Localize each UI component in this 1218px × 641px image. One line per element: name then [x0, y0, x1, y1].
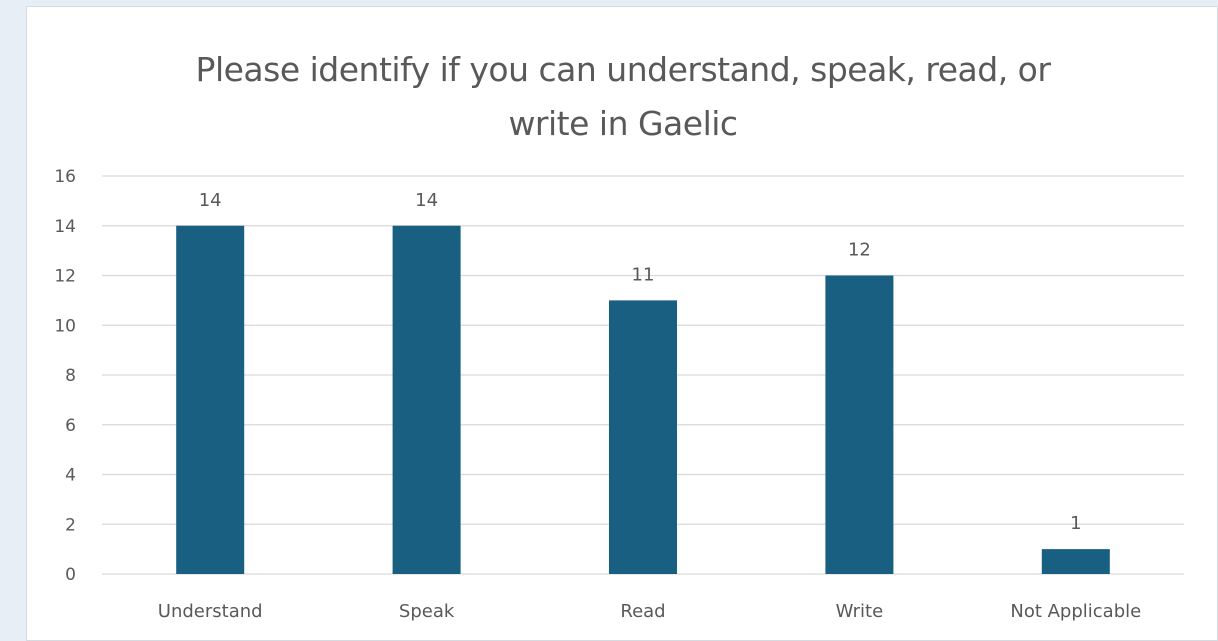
x-tick-label-write: Write	[836, 601, 884, 622]
y-tick-label-14: 14	[54, 217, 76, 237]
x-tick-label-read: Read	[620, 601, 665, 622]
y-tick-label-8: 8	[65, 366, 76, 386]
chart-title-line-1: Please identify if you can understand, s…	[195, 50, 1051, 89]
y-tick-label-10: 10	[54, 316, 76, 336]
bar-read	[609, 300, 677, 574]
bar-speak	[392, 225, 461, 574]
y-tick-label-0: 0	[65, 565, 76, 585]
data-label-speak: 14	[415, 190, 438, 211]
bar-write	[825, 275, 894, 574]
x-axis-labels: Understand Speak Read Write Not Applicable	[158, 601, 1141, 622]
bars	[176, 225, 1110, 574]
y-tick-label-2: 2	[65, 515, 76, 535]
chart-title: Please identify if you can understand, s…	[27, 43, 1218, 151]
data-label-read: 11	[632, 264, 655, 285]
chart-title-line-2: write in Gaelic	[508, 104, 738, 143]
x-tick-label-speak: Speak	[399, 601, 455, 622]
y-tick-label-6: 6	[65, 416, 76, 436]
data-label-understand: 14	[199, 190, 222, 211]
bar-not-applicable	[1041, 549, 1110, 574]
x-tick-label-not-applicable: Not Applicable	[1010, 601, 1141, 622]
y-tick-label-16: 16	[54, 167, 76, 187]
data-label-write: 12	[848, 240, 871, 261]
x-tick-label-understand: Understand	[158, 601, 263, 622]
bar-understand	[176, 225, 245, 574]
data-label-not-applicable: 1	[1070, 513, 1081, 534]
y-tick-label-4: 4	[65, 466, 76, 486]
y-tick-label-12: 12	[54, 267, 76, 287]
y-axis-ticks: 0 2 4 6 8 10 12 14 16	[54, 167, 76, 585]
data-labels: 14 14 11 12 1	[199, 190, 1082, 534]
